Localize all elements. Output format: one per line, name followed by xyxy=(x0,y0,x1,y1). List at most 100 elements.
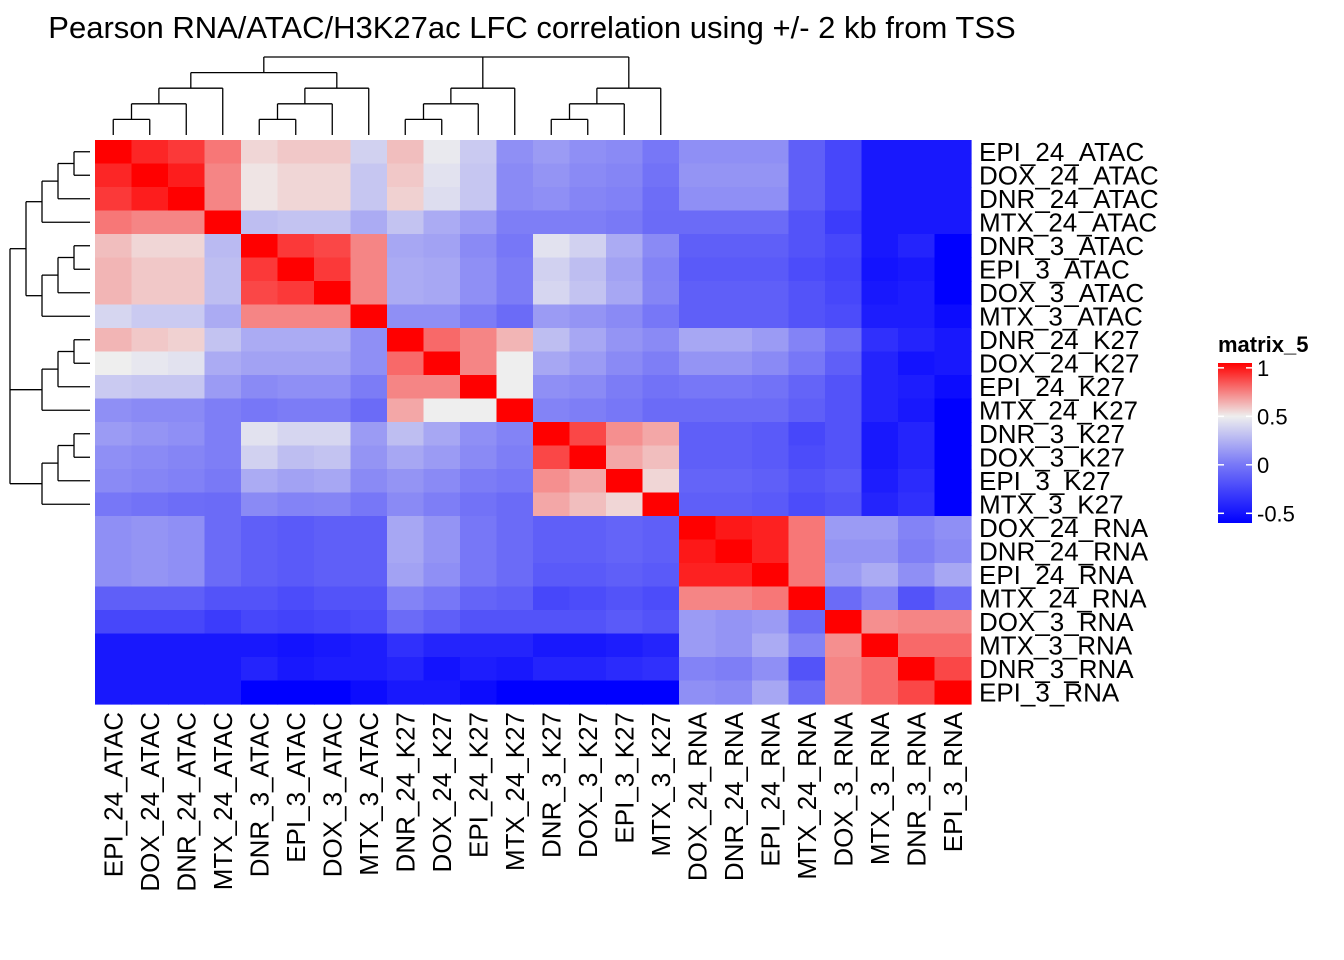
heatmap-cell xyxy=(168,140,206,165)
heatmap-cell xyxy=(642,163,680,188)
heatmap-cell xyxy=(752,492,790,517)
heatmap-cell xyxy=(350,516,388,541)
column-label: EPI_24_K27 xyxy=(463,712,493,858)
heatmap-cell xyxy=(569,469,607,494)
heatmap-cell xyxy=(861,304,899,329)
heatmap-cell xyxy=(533,328,571,353)
heatmap-cell xyxy=(131,398,169,423)
heatmap-cell xyxy=(496,563,534,588)
heatmap-cell xyxy=(825,516,863,541)
heatmap-cell xyxy=(715,398,753,423)
heatmap-cell xyxy=(314,351,352,376)
heatmap-cell xyxy=(752,633,790,658)
heatmap-cell xyxy=(861,516,899,541)
heatmap-cell xyxy=(277,140,315,165)
heatmap-cell xyxy=(715,492,753,517)
heatmap-cell xyxy=(314,422,352,447)
heatmap-cell xyxy=(752,328,790,353)
heatmap-cell xyxy=(204,586,242,611)
heatmap-cell xyxy=(752,187,790,212)
heatmap-cell xyxy=(715,563,753,588)
heatmap-cell xyxy=(204,163,242,188)
heatmap-cell xyxy=(131,445,169,470)
row-label: DOX_3_K27 xyxy=(979,442,1125,472)
heatmap-cell xyxy=(277,539,315,564)
heatmap-cell xyxy=(606,234,644,259)
heatmap-cell xyxy=(606,610,644,635)
heatmap-cell xyxy=(241,469,279,494)
heatmap-cell xyxy=(898,210,936,235)
heatmap-cell xyxy=(387,445,425,470)
heatmap-cell xyxy=(533,398,571,423)
heatmap-cell xyxy=(131,375,169,400)
heatmap-cell xyxy=(350,187,388,212)
heatmap-cell xyxy=(861,328,899,353)
heatmap-cell xyxy=(350,281,388,306)
heatmap-cell xyxy=(934,586,972,611)
row-label: DNR_3_RNA xyxy=(979,654,1134,684)
heatmap-cell xyxy=(460,281,498,306)
heatmap-cell xyxy=(861,140,899,165)
heatmap-cell xyxy=(533,163,571,188)
heatmap-cell xyxy=(898,375,936,400)
heatmap-cell xyxy=(825,328,863,353)
heatmap-cell xyxy=(788,257,826,282)
heatmap-cell xyxy=(679,539,717,564)
heatmap-cell xyxy=(277,257,315,282)
heatmap-cell xyxy=(679,234,717,259)
heatmap-cell xyxy=(241,586,279,611)
heatmap-cell xyxy=(715,210,753,235)
heatmap-cell xyxy=(95,469,133,494)
heatmap-cell xyxy=(460,586,498,611)
heatmap-cell xyxy=(423,610,461,635)
heatmap-cell xyxy=(606,140,644,165)
heatmap-cell xyxy=(95,563,133,588)
heatmap-cell xyxy=(715,351,753,376)
heatmap-cell xyxy=(350,657,388,682)
heatmap-cell xyxy=(533,257,571,282)
heatmap-cell xyxy=(460,633,498,658)
heatmap-cell xyxy=(387,586,425,611)
heatmap-cell xyxy=(460,610,498,635)
heatmap-cell xyxy=(350,469,388,494)
heatmap-cell xyxy=(95,187,133,212)
heatmap-cell xyxy=(314,398,352,423)
heatmap-cell xyxy=(496,633,534,658)
heatmap-cell xyxy=(569,539,607,564)
heatmap-cell xyxy=(168,257,206,282)
heatmap-cell xyxy=(715,375,753,400)
heatmap-cell xyxy=(460,422,498,447)
heatmap-cell xyxy=(350,328,388,353)
heatmap-cell xyxy=(934,492,972,517)
heatmap-cell xyxy=(861,492,899,517)
heatmap-cell xyxy=(606,539,644,564)
heatmap-cell xyxy=(898,351,936,376)
heatmap-cell xyxy=(168,563,206,588)
heatmap-cell xyxy=(569,516,607,541)
heatmap-cell xyxy=(131,610,169,635)
heatmap-cell xyxy=(898,633,936,658)
heatmap-cell xyxy=(533,516,571,541)
heatmap-cell xyxy=(642,516,680,541)
heatmap-cell xyxy=(350,351,388,376)
column-label: DNR_3_RNA xyxy=(901,711,931,866)
row-labels: EPI_24_ATACDOX_24_ATACDNR_24_ATACMTX_24_… xyxy=(979,137,1159,707)
heatmap-cell xyxy=(752,469,790,494)
heatmap-cell xyxy=(788,492,826,517)
heatmap-cell xyxy=(314,187,352,212)
heatmap-cell xyxy=(898,328,936,353)
heatmap-cell xyxy=(679,304,717,329)
heatmap-cell xyxy=(569,398,607,423)
heatmap-cell xyxy=(95,445,133,470)
heatmap-cell xyxy=(496,492,534,517)
heatmap-cell xyxy=(204,445,242,470)
heatmap-cell xyxy=(350,539,388,564)
heatmap-cell xyxy=(496,680,534,705)
heatmap-cell xyxy=(423,657,461,682)
heatmap-cell xyxy=(898,610,936,635)
column-label: MTX_3_ATAC xyxy=(354,712,384,876)
heatmap-cell xyxy=(715,234,753,259)
heatmap-cell xyxy=(606,257,644,282)
heatmap-cell xyxy=(606,633,644,658)
heatmap-cell xyxy=(314,281,352,306)
